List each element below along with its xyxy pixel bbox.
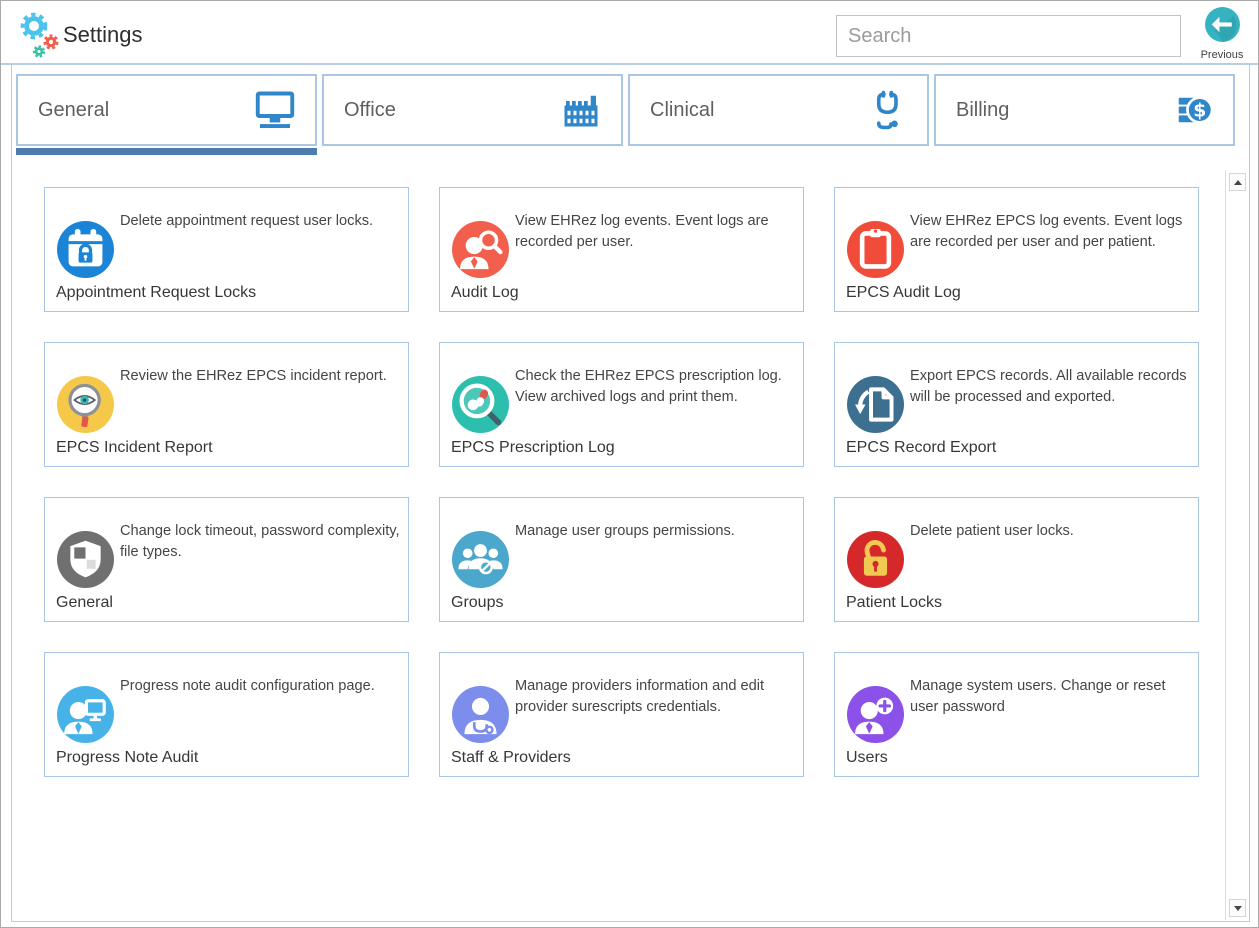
card-description: Change lock timeout, password complexity… bbox=[120, 523, 400, 560]
stethoscope-icon bbox=[863, 86, 911, 134]
settings-gears-icon bbox=[9, 4, 65, 61]
header-bar: Settings Previous bbox=[1, 1, 1258, 65]
card-general[interactable]: Change lock timeout, password complexity… bbox=[44, 497, 409, 622]
doctor-icon bbox=[452, 686, 509, 743]
tab-label: Office bbox=[344, 98, 396, 121]
card-title: General bbox=[56, 594, 113, 611]
card-groups[interactable]: Manage user groups permissions. Groups bbox=[439, 497, 804, 622]
search-input[interactable] bbox=[836, 15, 1181, 57]
card-audit-log[interactable]: View EHRez log events. Event logs are re… bbox=[439, 187, 804, 312]
card-description: Export EPCS records. All available recor… bbox=[910, 368, 1187, 405]
user-add-icon bbox=[847, 686, 904, 743]
card-description: Delete patient user locks. bbox=[910, 523, 1074, 539]
scroll-down-button[interactable] bbox=[1229, 899, 1246, 917]
tab-clinical: Clinical bbox=[628, 74, 929, 155]
card-title: EPCS Prescription Log bbox=[451, 439, 615, 456]
card-epcs-prescription-log[interactable]: Check the EHRez EPCS prescription log. V… bbox=[439, 342, 804, 467]
back-arrow-icon bbox=[1204, 6, 1241, 43]
tab-label: General bbox=[38, 98, 110, 121]
settings-card-grid: Delete appointment request user locks. A… bbox=[44, 187, 1249, 777]
magnifier-eye-icon bbox=[57, 376, 114, 433]
user-group-icon bbox=[452, 531, 509, 588]
factory-icon bbox=[557, 86, 605, 134]
card-title: Appointment Request Locks bbox=[56, 284, 257, 301]
tab-label: Billing bbox=[956, 98, 1010, 121]
active-tab-indicator bbox=[16, 148, 317, 155]
card-epcs-record-export[interactable]: Export EPCS records. All available recor… bbox=[834, 342, 1199, 467]
card-description: Progress note audit configuration page. bbox=[120, 678, 375, 694]
vertical-scrollbar[interactable] bbox=[1225, 170, 1249, 920]
shield-icon bbox=[57, 531, 114, 588]
clipboard-icon bbox=[847, 221, 904, 278]
card-description: Delete appointment request user locks. bbox=[120, 213, 374, 229]
card-progress-note-audit[interactable]: Progress note audit configuration page. … bbox=[44, 652, 409, 777]
calendar-lock-icon bbox=[57, 221, 114, 278]
triangle-up-icon bbox=[1233, 179, 1242, 185]
svg-text:$: $ bbox=[1193, 101, 1206, 122]
user-search-icon bbox=[452, 221, 509, 278]
card-appointment-request-locks[interactable]: Delete appointment request user locks. A… bbox=[44, 187, 409, 312]
tab-general: General bbox=[16, 74, 317, 155]
card-title: EPCS Audit Log bbox=[846, 284, 961, 301]
card-title: Groups bbox=[451, 594, 504, 611]
card-staff-providers[interactable]: Manage providers information and edit pr… bbox=[439, 652, 804, 777]
invoice-dollar-icon: $ bbox=[1169, 86, 1217, 134]
document-export-icon bbox=[847, 376, 904, 433]
card-description: Manage system users. Change or reset use… bbox=[910, 678, 1166, 715]
card-description: Review the EHRez EPCS incident report. bbox=[120, 368, 387, 384]
card-title: Audit Log bbox=[451, 284, 519, 301]
card-patient-locks[interactable]: Delete patient user locks. Patient Locks bbox=[834, 497, 1199, 622]
settings-panel: General Office Clinical Billing $ Delete… bbox=[11, 65, 1250, 922]
previous-label: Previous bbox=[1200, 49, 1244, 61]
card-title: Progress Note Audit bbox=[56, 749, 199, 766]
card-description: Manage providers information and edit pr… bbox=[515, 678, 765, 715]
user-monitor-icon bbox=[57, 686, 114, 743]
tab-office: Office bbox=[322, 74, 623, 155]
card-title: Staff & Providers bbox=[451, 749, 571, 766]
card-title: EPCS Incident Report bbox=[56, 439, 213, 456]
scroll-up-button[interactable] bbox=[1229, 173, 1246, 191]
tab-label: Clinical bbox=[650, 98, 715, 121]
card-title: Patient Locks bbox=[846, 594, 943, 611]
previous-button[interactable]: Previous bbox=[1193, 6, 1251, 61]
padlock-icon bbox=[847, 531, 904, 588]
tab-billing: Billing $ bbox=[934, 74, 1235, 155]
card-users[interactable]: Manage system users. Change or reset use… bbox=[834, 652, 1199, 777]
card-description: Check the EHRez EPCS prescription log. V… bbox=[515, 368, 782, 405]
triangle-down-icon bbox=[1233, 905, 1242, 911]
card-epcs-incident-report[interactable]: Review the EHRez EPCS incident report. E… bbox=[44, 342, 409, 467]
magnifier-pills-icon bbox=[452, 376, 509, 433]
category-tabs: General Office Clinical Billing $ bbox=[16, 74, 1235, 155]
card-description: View EHRez EPCS log events. Event logs a… bbox=[910, 213, 1183, 250]
cards-scroll-area: Delete appointment request user locks. A… bbox=[12, 170, 1249, 920]
card-title: EPCS Record Export bbox=[846, 439, 997, 456]
page-title: Settings bbox=[63, 22, 143, 47]
card-epcs-audit-log[interactable]: View EHRez EPCS log events. Event logs a… bbox=[834, 187, 1199, 312]
monitor-icon bbox=[251, 86, 299, 134]
card-description: Manage user groups permissions. bbox=[515, 523, 735, 539]
card-title: Users bbox=[846, 749, 888, 766]
card-description: View EHRez log events. Event logs are re… bbox=[515, 213, 769, 250]
